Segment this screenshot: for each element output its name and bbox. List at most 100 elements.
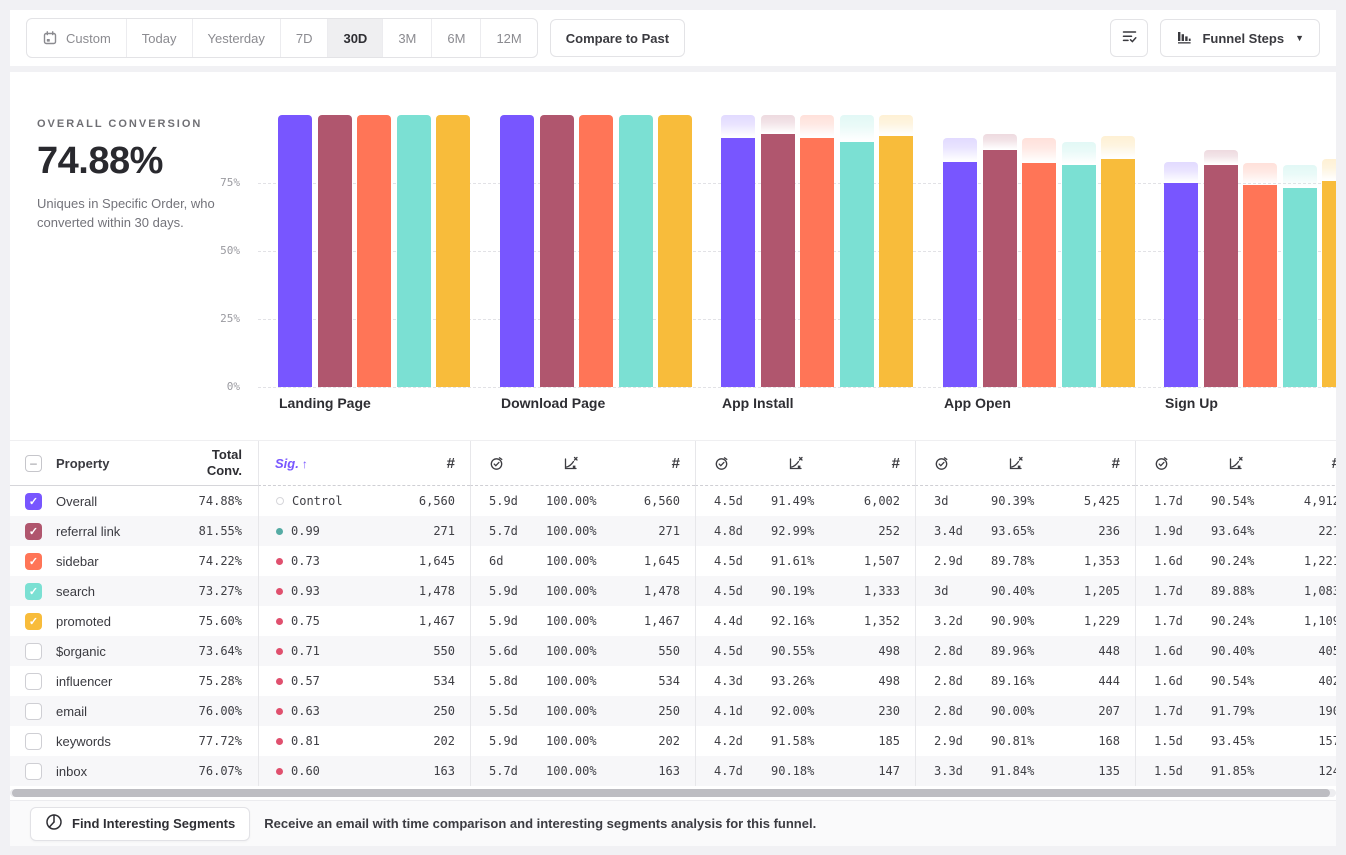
chevron-down-icon: ▼ [1295,33,1304,43]
property-cell: ✓ sidebar 74.22% [10,546,258,576]
table-header-frozen: – Property Total Conv. [10,441,258,486]
row-checkbox-referral-link[interactable]: ✓ [25,522,42,540]
bar-Download-Page-Overall[interactable] [500,115,534,387]
bar-Landing-Page-sidebar[interactable] [357,115,392,387]
bar-Sign-Up-promoted[interactable] [1322,181,1336,387]
bar-Sign-Up-referral-link[interactable] [1203,165,1238,387]
bar-Landing-Page-promoted[interactable] [436,115,471,387]
date-range-30d[interactable]: 30D [328,19,384,57]
bar-App-Open-Overall[interactable] [943,162,977,387]
conversion-rate-value: 92.00% [771,704,815,718]
step-count-value: 405 [1318,644,1336,658]
bar-App-Install-promoted[interactable] [879,136,914,387]
bar-dropoff-cap-referral-link [760,115,795,135]
bar-Landing-Page-search[interactable] [396,115,431,387]
date-range-custom[interactable]: Custom [27,19,127,57]
sig-marker-dot [276,767,283,775]
total-conversion-value: 74.22% [198,554,242,568]
conversion-rate-value: 90.00% [991,704,1035,718]
summary-value: 74.88% [37,140,163,182]
row-checkbox-overall[interactable]: ✓ [25,492,42,510]
property-name: influencer [56,673,113,689]
find-interesting-segments-button[interactable]: Find Interesting Segments [30,806,251,841]
check-icon: ✓ [28,525,39,538]
bar-App-Open-promoted[interactable] [1101,159,1136,387]
date-range-label: 6M [447,30,466,46]
step-cell-App-Install: 4.5d 90.55% 498 [695,636,915,666]
bar-App-Install-referral-link[interactable] [760,134,795,387]
row-checkbox--organic[interactable] [25,642,42,660]
count-column-icon: # [671,454,680,472]
horizontal-scrollbar-thumb[interactable] [12,789,1330,797]
funnel-step-label-Download-Page: Download Page [501,395,606,411]
chart-gridline [258,251,1336,252]
bar-Download-Page-search[interactable] [618,115,653,387]
date-range-7d[interactable]: 7D [281,19,329,57]
date-range-yesterday[interactable]: Yesterday [193,19,281,57]
date-range-12m[interactable]: 12M [481,19,536,57]
conversion-rate-value: 100.00% [546,734,597,748]
bar-dropoff-cap-referral-link [1203,150,1238,166]
sig-cell: 0.60 163 [258,756,470,786]
filter-options-button[interactable] [1110,19,1149,57]
step-count-value: 147 [878,764,900,778]
select-all-checkbox[interactable]: – [25,454,42,472]
bar-Download-Page-promoted[interactable] [658,115,693,387]
calendar-icon [42,30,58,46]
step-cell-Sign-Up: 1.7d 90.24% 1,109 [1135,606,1336,636]
row-checkbox-inbox[interactable] [25,762,42,780]
funnel-steps-dropdown[interactable]: Funnel Steps ▼ [1160,19,1320,57]
row-checkbox-search[interactable]: ✓ [25,582,42,600]
bar-Landing-Page-Overall[interactable] [278,115,312,387]
avg-time-to-convert-icon [489,456,545,471]
bar-App-Install-sidebar[interactable] [800,137,835,387]
conversion-rate-value: 90.54% [1211,494,1255,508]
step-count-value: 498 [878,644,900,658]
table-body: ✓ Overall 74.88% Control 6,560 5.9d 100.00% 6,5… [10,486,1336,786]
footer-bar: Find Interesting Segments Receive an ema… [10,800,1336,846]
conversion-rate-value: 90.90% [991,614,1035,628]
step-count-value: 168 [1098,734,1120,748]
bar-App-Open-search[interactable] [1061,165,1096,387]
conversion-rate-value: 91.79% [1211,704,1255,718]
date-range-3m[interactable]: 3M [383,19,433,57]
table-header-step-groups: Sig.↑ # # # # # [258,441,1336,486]
bar-Sign-Up-search[interactable] [1282,187,1317,387]
segments-icon [45,813,63,834]
bar-dropoff-cap-sidebar [1243,163,1278,186]
sig-sort-header[interactable]: Sig. ↑ [275,455,308,471]
compare-to-past-button[interactable]: Compare to Past [549,19,686,57]
summary-title: OVERALL CONVERSION [37,118,203,130]
row-checkbox-keywords[interactable] [25,732,42,750]
step-count-value: 534 [433,674,455,688]
date-range-today[interactable]: Today [127,19,193,57]
step-count-value: 207 [1098,704,1120,718]
step-cell-Download-Page: 5.9d 100.00% 1,478 [470,576,695,606]
row-checkbox-sidebar[interactable]: ✓ [25,552,42,570]
step-count-value: 444 [1098,674,1120,688]
step-header-group-App-Open: # [915,441,1135,486]
step-count-value: 124 [1318,764,1336,778]
row-checkbox-influencer[interactable] [25,672,42,690]
bar-Download-Page-sidebar[interactable] [579,115,614,387]
bar-App-Open-referral-link[interactable] [982,150,1017,387]
total-conv-column-header: Total Conv. [206,446,242,478]
bar-Sign-Up-Overall[interactable] [1164,183,1198,387]
step-count-value: 498 [878,674,900,688]
bar-Sign-Up-sidebar[interactable] [1243,185,1278,387]
y-axis-tick-label: 75% [220,176,240,189]
row-checkbox-promoted[interactable]: ✓ [25,612,42,630]
sig-value: 0.57 [291,674,320,688]
bar-App-Open-sidebar[interactable] [1022,163,1057,387]
bar-Download-Page-referral-link[interactable] [539,115,574,387]
date-range-6m[interactable]: 6M [432,19,482,57]
avg-time-value: 1.7d [1154,494,1183,508]
sort-ascending-icon: ↑ [301,456,308,471]
table-row--organic: $organic 73.64% 0.71 550 5.6d 100.00% 550 4.5d 9… [10,636,1336,666]
bar-App-Install-Overall[interactable] [721,138,755,387]
row-checkbox-email[interactable] [25,702,42,720]
bar-Landing-Page-referral-link[interactable] [317,115,352,387]
bar-App-Install-search[interactable] [839,141,874,387]
step-count-value: 157 [1318,734,1336,748]
avg-time-value: 5.7d [489,524,518,538]
